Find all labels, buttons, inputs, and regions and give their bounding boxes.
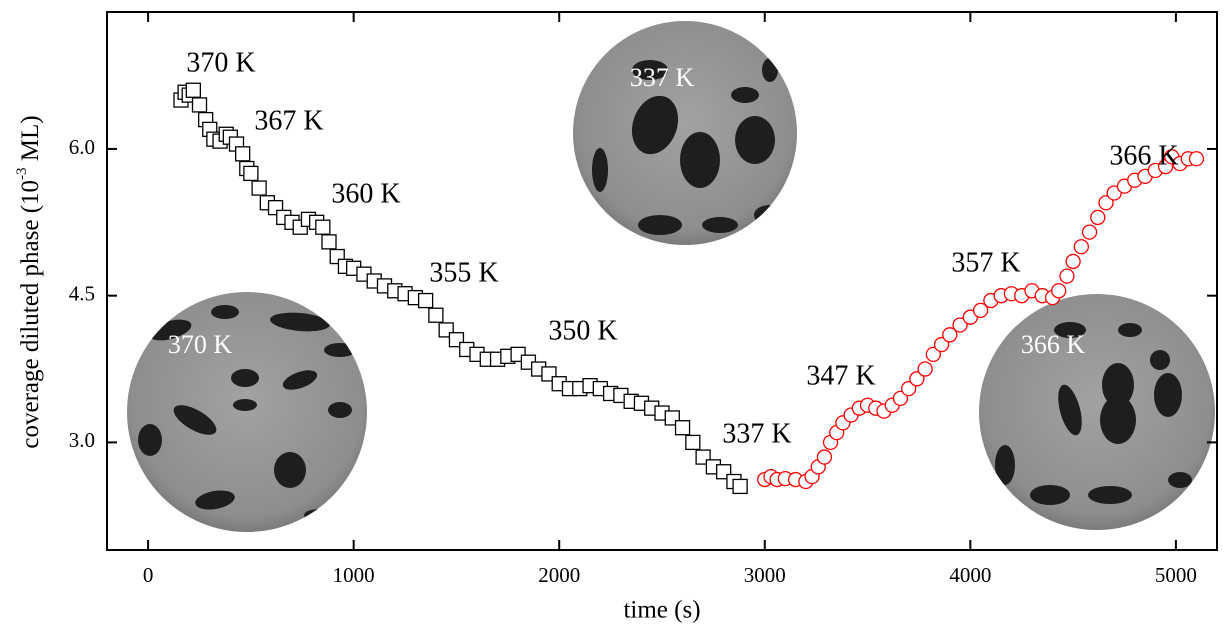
point — [917, 361, 933, 377]
point — [942, 327, 958, 343]
inset-label: 370 K — [168, 330, 233, 359]
point — [321, 234, 337, 250]
inset-370 — [127, 292, 367, 532]
point — [909, 371, 925, 387]
point — [925, 346, 941, 363]
y-axis-title-sup: -3 — [14, 167, 30, 180]
point — [1059, 268, 1075, 284]
y-tick-label: 3.0 — [69, 428, 95, 452]
point — [315, 219, 331, 235]
inset-366 — [979, 294, 1215, 530]
annotation: 355 K — [429, 257, 498, 288]
annotation: 367 K — [254, 105, 323, 136]
x-tick-label: 3000 — [744, 563, 786, 587]
annotation: 370 K — [186, 47, 255, 78]
annotation: 357 K — [951, 247, 1020, 278]
point — [428, 307, 444, 323]
annotation: 347 K — [806, 360, 875, 391]
point — [417, 292, 434, 309]
annotation: 366 K — [1109, 140, 1178, 171]
y-axis-title-main: coverage diluted phase (10 — [17, 180, 44, 449]
y-tick-label: 4.5 — [69, 281, 95, 305]
point — [972, 302, 989, 318]
annotation: 360 K — [331, 178, 400, 209]
inset-label: 337 K — [630, 63, 695, 92]
point — [933, 336, 950, 353]
point — [816, 449, 833, 465]
inset-337 — [573, 21, 797, 245]
point — [685, 434, 701, 451]
point — [674, 420, 691, 436]
x-tick-label: 1000 — [333, 563, 375, 587]
point — [952, 317, 968, 333]
point — [1065, 253, 1081, 270]
point — [185, 82, 201, 98]
point — [732, 478, 748, 495]
x-tick-label: 2000 — [538, 563, 580, 587]
point — [901, 380, 917, 397]
point — [1081, 224, 1098, 240]
x-tick-label: 4000 — [949, 563, 991, 587]
x-tick-label: 5000 — [1155, 563, 1197, 587]
point — [892, 390, 909, 407]
point — [1098, 195, 1114, 211]
x-tick-label: 0 — [143, 563, 154, 587]
point — [191, 97, 208, 113]
y-axis-title: coverage diluted phase (10-3 ML) — [14, 115, 43, 448]
point — [1051, 283, 1067, 299]
point — [235, 146, 251, 162]
point — [1073, 239, 1089, 255]
inset-label: 366 K — [1021, 330, 1086, 359]
x-axis-title: time (s) — [623, 597, 700, 624]
y-tick-label: 6.0 — [69, 135, 95, 159]
annotation: 350 K — [548, 315, 617, 346]
point — [251, 180, 267, 196]
point — [1090, 209, 1106, 226]
point — [1188, 151, 1205, 167]
annotation: 337 K — [722, 418, 791, 449]
plot-frame — [106, 11, 1218, 551]
y-axis-title-end: ML) — [17, 115, 44, 167]
point — [243, 165, 259, 182]
